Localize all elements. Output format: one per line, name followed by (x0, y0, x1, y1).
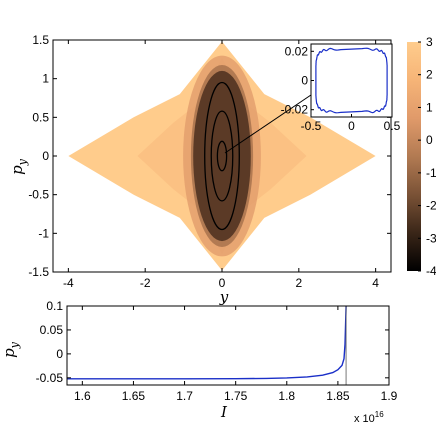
bottom-x-tick-label: 1.9 (381, 389, 398, 403)
inset-x-tick-label: -0.5 (301, 119, 322, 133)
contour-outer (204, 81, 240, 231)
main-y-tick-label: -0.5 (28, 188, 49, 202)
colorbar-tick-label: -3 (426, 231, 436, 245)
inset-plot: -0.5 0 0.5 0.02 0 -0.02 (281, 43, 401, 133)
bottom-y-tick-label: -0.05 (36, 371, 64, 385)
inset-y-tick-label: 0.02 (285, 44, 309, 58)
inset-y-tick-label: 0 (301, 74, 308, 88)
bottom-y-label-sub: y (8, 341, 21, 349)
main-x-tick-label: 4 (372, 276, 379, 290)
bottom-x-label: I (220, 403, 228, 421)
colorbar: 3 2 1 0 -1 -2 -3 -4 (407, 35, 436, 278)
main-y-label: py (8, 158, 29, 175)
main-plot: -4 -2 0 2 4-1.5-1-0.500.511.5 y py (8, 33, 392, 306)
main-x-tick-label: -4 (63, 276, 74, 290)
main-x-label: y (219, 288, 229, 306)
colorbar-tick-label: 2 (426, 68, 433, 82)
colorbar-tick-label: -2 (426, 199, 436, 213)
bottom-ticks: 1.6 1.65 1.7 1.75 1.8 1.85 1.9 0.1 0.05 0 -0.05 (36, 299, 398, 403)
main-y-tick-label: 0.5 (32, 110, 49, 124)
inset-background (311, 44, 392, 117)
bottom-y-label: py (0, 341, 21, 358)
main-ticks: -4 -2 0 2 4 -1.5 -1 -0.5 0 0.5 1 1.5 (28, 33, 391, 290)
bottom-x-exponent-base: x 10 (354, 413, 375, 425)
inset-y-tick-label: -0.02 (281, 103, 309, 117)
bottom-x-tick-label: 1.65 (122, 389, 146, 403)
bottom-x-tick-label: 1.6 (74, 389, 91, 403)
bottom-x-tick-label: 1.7 (176, 389, 193, 403)
bottom-x-exponent: x 1016 (354, 410, 384, 425)
main-y-tick-label: 1 (42, 72, 49, 86)
main-y-tick-label: -1.5 (28, 265, 49, 279)
main-y-label-base: p (8, 165, 26, 175)
contour-middle (210, 110, 234, 202)
bottom-series-line (67, 305, 347, 380)
colorbar-ticks: 3 2 1 0 -1 -2 -3 -4 (418, 35, 436, 278)
colorbar-gradient (407, 42, 421, 271)
bottom-axes-frame (66, 305, 390, 386)
bottom-y-tick-label: 0 (56, 347, 63, 361)
colorbar-tick-label: 3 (426, 35, 433, 49)
main-y-label-sub: y (16, 158, 29, 166)
heatmap-dark-core (193, 70, 251, 242)
colorbar-tick-label: 1 (426, 100, 433, 114)
colorbar-tick-label: -1 (426, 166, 436, 180)
bottom-y-tick-label: 0.1 (46, 299, 63, 313)
inset-curve (315, 47, 388, 114)
bottom-x-exponent-power: 16 (375, 410, 384, 419)
inset-pointer-line (224, 93, 314, 154)
colorbar-tick-label: -4 (426, 264, 436, 278)
inset-x-tick-label: 0 (348, 119, 355, 133)
contour-inner (216, 140, 228, 172)
bottom-y-tick-label: 0.05 (40, 323, 64, 337)
colorbar-tick-label: 0 (426, 133, 433, 147)
main-x-tick-label: -2 (140, 276, 151, 290)
main-x-tick-label: 2 (295, 276, 302, 290)
bottom-x-tick-label: 1.75 (224, 389, 248, 403)
main-y-tick-label: 0 (42, 149, 49, 163)
bottom-plot: 1.6 1.65 1.7 1.75 1.8 1.85 1.90.10.050-0.05 I … (0, 299, 398, 425)
bottom-y-label-base: p (0, 348, 18, 358)
inset-x-tick-label: 0.5 (384, 119, 401, 133)
inset-ticks: -0.5 0 0.5 0.02 0 -0.02 (281, 44, 401, 133)
bottom-x-tick-label: 1.85 (326, 389, 350, 403)
main-x-tick-label: 0 (219, 276, 226, 290)
main-y-tick-label: 1.5 (32, 33, 49, 47)
bottom-x-tick-label: 1.8 (278, 389, 295, 403)
main-y-tick-label: -1 (38, 226, 49, 240)
